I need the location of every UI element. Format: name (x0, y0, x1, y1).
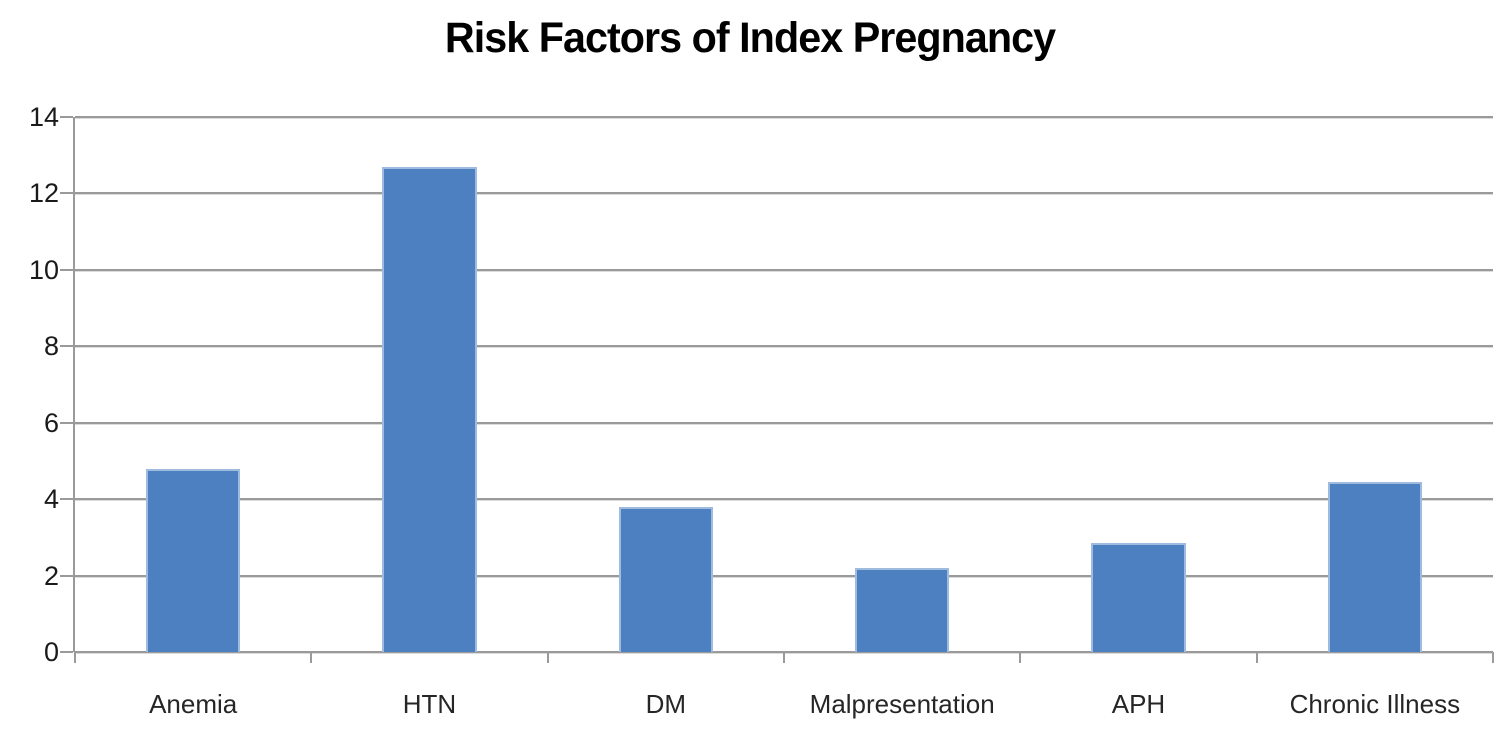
x-tick-label-anemia: Anemia (149, 689, 238, 719)
gridline-y-10 (75, 268, 1493, 271)
x-tick-label-aph: APH (1111, 689, 1166, 719)
x-axis-tick (310, 652, 313, 663)
bar-anemia (145, 468, 241, 652)
y-tick-label-14: 14 (28, 102, 59, 132)
plot-area: 0 2 4 6 8 10 12 14 Anemia HTN DM Malpresentation APH… (29, 102, 1494, 719)
y-tick-label-0: 0 (43, 637, 59, 667)
gridline-y-4 (75, 498, 1493, 501)
y-axis-tick (60, 574, 73, 577)
gridline-y-6 (75, 421, 1493, 424)
bar-malpresentation (854, 567, 950, 652)
y-axis-line (73, 117, 75, 652)
gridline-y-8 (75, 345, 1493, 348)
y-axis-tick (60, 345, 73, 348)
x-axis-tick (1255, 652, 1258, 663)
x-axis-tick (783, 652, 785, 663)
y-axis-tick (60, 268, 73, 271)
bar-aph (1091, 543, 1186, 652)
gridline-y-14 (75, 116, 1493, 118)
y-axis-tick (60, 651, 73, 653)
y-axis-tick (60, 498, 73, 501)
x-tick-label-malpresentation: Malpresentation (809, 689, 995, 719)
x-axis-tick (1019, 652, 1022, 663)
y-tick-label-10: 10 (28, 254, 59, 285)
chart-title: Risk Factors of Index Pregnancy (444, 14, 1056, 62)
x-axis-tick (1492, 652, 1494, 663)
bar-chronic-illness (1327, 481, 1423, 652)
y-tick-label-4: 4 (43, 484, 59, 515)
y-axis-tick (60, 192, 73, 195)
gridline-y-2 (75, 574, 1493, 577)
y-tick-label-8: 8 (43, 331, 59, 362)
y-axis-tick (60, 421, 73, 424)
x-tick-label-chronic-illness: Chronic Illness (1289, 689, 1461, 719)
y-tick-label-12: 12 (28, 178, 59, 209)
x-tick-label-dm: DM (645, 689, 687, 719)
bar-dm (618, 506, 714, 652)
y-axis-tick (60, 116, 73, 118)
x-tick-label-htn: HTN (402, 689, 457, 719)
bar-htn (382, 166, 477, 652)
x-axis-tick (74, 652, 76, 663)
y-tick-label-2: 2 (43, 560, 59, 591)
x-axis-tick (546, 652, 549, 663)
gridline-y-12 (75, 192, 1493, 195)
y-tick-label-6: 6 (43, 407, 59, 438)
